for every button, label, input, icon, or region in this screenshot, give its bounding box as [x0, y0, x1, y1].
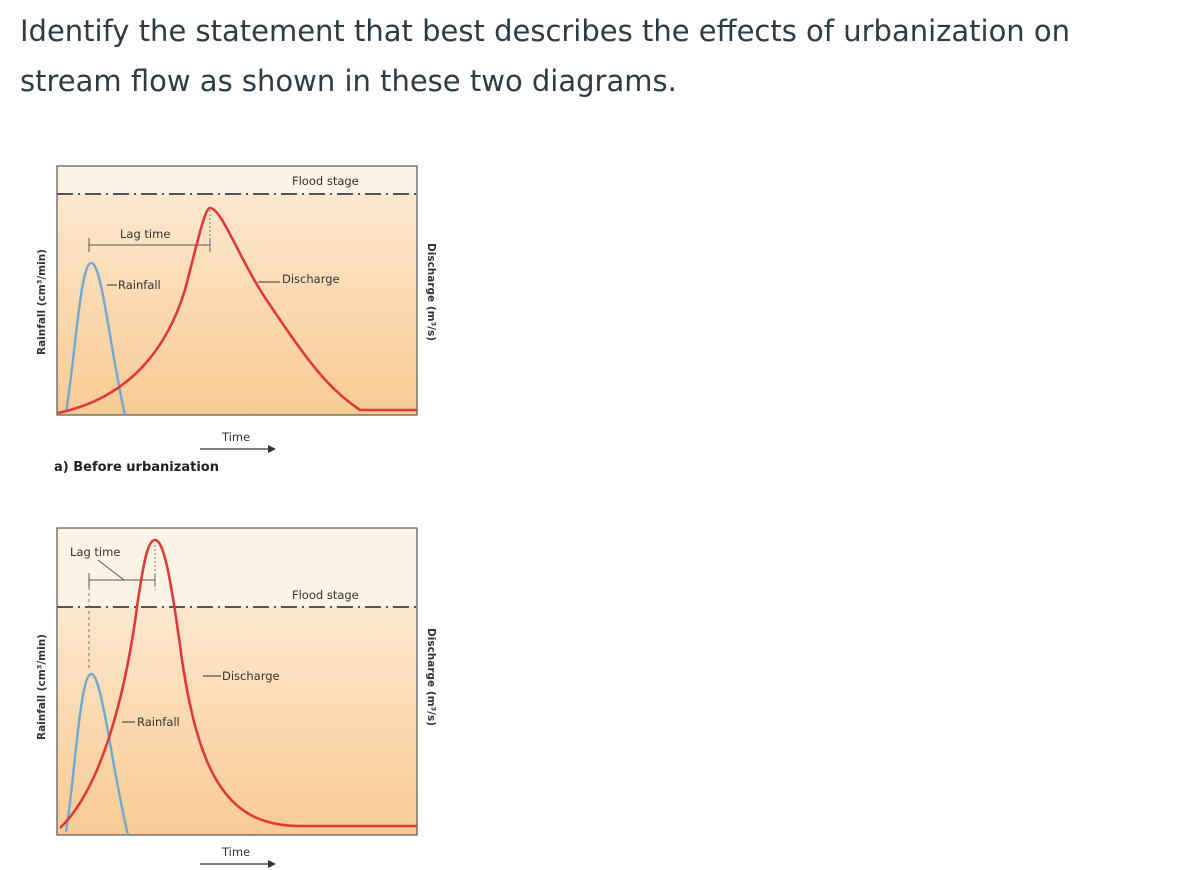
y-axis-left-label: Rainfall (cm³/min) [36, 634, 48, 740]
plot-area-below-flood [57, 607, 417, 835]
time-arrow-head [268, 445, 276, 453]
discharge-label: Discharge [222, 669, 280, 683]
time-axis-label: Time [221, 845, 250, 859]
hydrograph-before-urbanization: Flood stage Lag time Rainfall Discharge … [36, 165, 437, 475]
diagram-caption: a) Before urbanization [54, 460, 219, 475]
time-axis-label: Time [221, 430, 250, 444]
plot-frame [56, 527, 418, 836]
discharge-curve [59, 538, 417, 829]
y-axis-left-label: Rainfall (cm³/min) [36, 249, 48, 355]
rainfall-curve [64, 672, 130, 836]
flood-stage-label: Flood stage [292, 174, 359, 188]
plot-area-above-flood [57, 528, 417, 607]
flood-stage-label: Flood stage [292, 588, 359, 602]
lag-time-pointer [97, 559, 125, 581]
plot-frame [56, 165, 418, 416]
lag-time-label: Lag time [70, 545, 120, 559]
discharge-label: Discharge [282, 272, 340, 286]
time-arrow-head [268, 860, 276, 868]
y-axis-right-label: Discharge (m³/s) [425, 243, 437, 341]
rainfall-curve [64, 261, 127, 416]
rainfall-label: Rainfall [137, 715, 180, 729]
lag-time-label: Lag time [120, 227, 170, 241]
y-axis-right-label: Discharge (m³/s) [425, 628, 437, 726]
plot-area-above-flood [57, 166, 417, 194]
hydrograph-after-urbanization: Flood stage Lag time Rainfall Discharge … [36, 527, 437, 868]
plot-area-below-flood [57, 194, 417, 415]
question-text: Identify the statement that best describ… [20, 14, 1071, 98]
discharge-curve [57, 206, 417, 415]
rainfall-label: Rainfall [118, 278, 161, 292]
